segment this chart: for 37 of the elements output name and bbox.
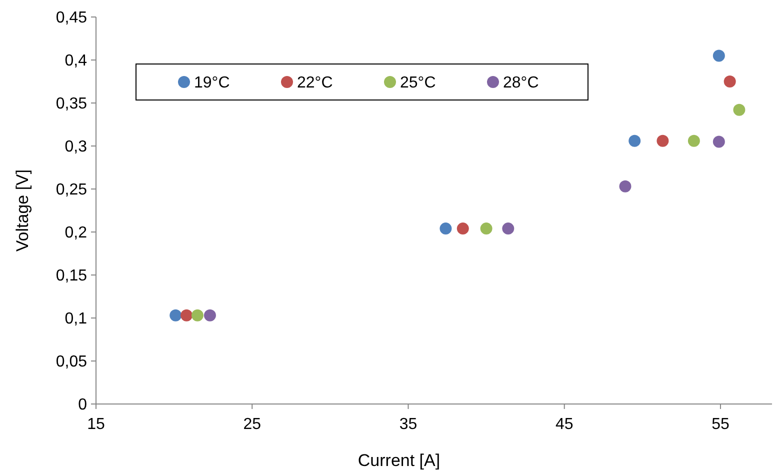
y-tick-label: 0,3 (64, 138, 88, 156)
legend-label: 28°C (503, 74, 539, 92)
y-tick-label: 0,25 (56, 182, 88, 199)
point (656, 134, 669, 147)
x-axis-title: Current [A] (358, 451, 440, 470)
x-tick-label: 15 (87, 416, 105, 433)
point (170, 309, 182, 322)
legend-label: 19°C (194, 74, 230, 92)
x-tick-label: 25 (243, 416, 262, 433)
point (712, 50, 725, 62)
point (440, 222, 452, 235)
legend-label: 22°C (297, 74, 333, 92)
y-tick-label: 0 (78, 396, 88, 414)
x-tick-label: 35 (399, 416, 418, 433)
y-tick-label: 0,2 (64, 224, 88, 242)
point (480, 222, 492, 235)
point (180, 309, 193, 322)
point (688, 134, 700, 147)
x-tick-label: 45 (555, 416, 574, 433)
y-tick-label: 0,35 (56, 96, 88, 113)
x-tick-label: 55 (712, 416, 730, 433)
point (733, 104, 746, 116)
point (724, 76, 736, 88)
y-tick-label: 0,45 (56, 10, 88, 27)
y-axis-title: Voltage [V] (13, 169, 32, 252)
point (191, 309, 204, 322)
point (502, 222, 514, 235)
point (619, 180, 632, 192)
y-tick-label: 0,1 (64, 310, 88, 328)
legend-label: 25°C (400, 74, 436, 92)
point (456, 222, 469, 235)
y-tick-label: 0,05 (56, 354, 88, 371)
y-tick-label: 0,4 (64, 52, 88, 70)
y-tick-label: 0,15 (56, 268, 88, 285)
point (712, 136, 725, 148)
point (204, 309, 216, 322)
point (628, 134, 641, 147)
